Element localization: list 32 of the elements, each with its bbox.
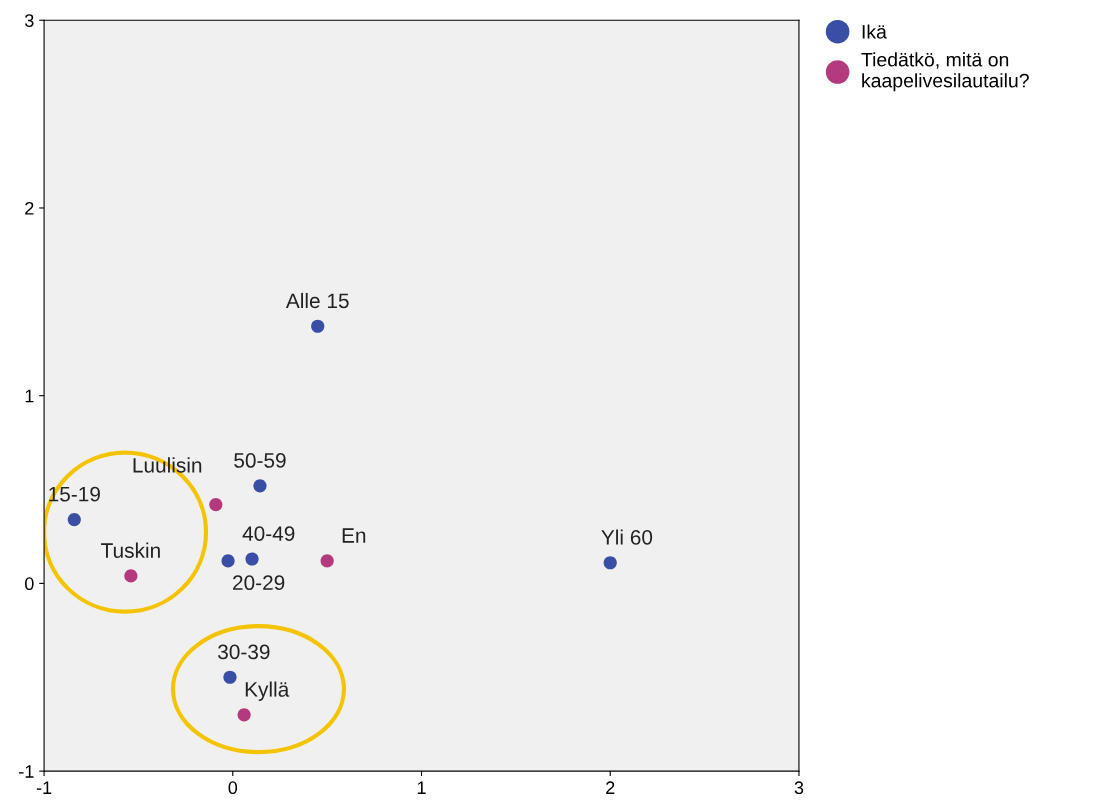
point bbox=[311, 319, 325, 333]
x-tick-label: -1 bbox=[36, 781, 52, 794]
y-tick-label: 2 bbox=[25, 201, 34, 215]
x-tick-label: 2 bbox=[606, 781, 615, 794]
annotation: Tuskin bbox=[101, 542, 160, 558]
y-tick-label: -1 bbox=[19, 765, 34, 778]
annotation: En bbox=[342, 528, 366, 543]
annotation: Alle 15 bbox=[285, 292, 349, 309]
annotation: Yli 60 bbox=[601, 529, 653, 545]
y-tick-label: 3 bbox=[25, 14, 34, 27]
point bbox=[237, 708, 251, 722]
point bbox=[320, 554, 334, 568]
y-tick-label: 0 bbox=[25, 577, 34, 591]
point bbox=[124, 569, 138, 583]
x-tick-label: 3 bbox=[794, 781, 804, 795]
x-tick-label: 1 bbox=[417, 781, 426, 794]
y-tick-label: 1 bbox=[25, 389, 34, 403]
point bbox=[221, 554, 235, 568]
annotation: 20-29 bbox=[233, 575, 285, 591]
point bbox=[253, 479, 267, 493]
point bbox=[209, 497, 223, 512]
annotation: Kyllä bbox=[245, 681, 290, 701]
point bbox=[245, 552, 259, 566]
annotation: 50-59 bbox=[234, 453, 286, 468]
point bbox=[223, 670, 237, 684]
point bbox=[603, 556, 617, 570]
legend-label: Tiedätkö, mitä on kaapelivesilautailu? bbox=[861, 52, 1029, 92]
annotation: 30-39 bbox=[218, 644, 270, 660]
point bbox=[67, 512, 81, 527]
legend-label: Ikä bbox=[862, 24, 887, 39]
x-tick-label: 0 bbox=[228, 781, 238, 795]
annotation: 40-49 bbox=[242, 526, 295, 541]
